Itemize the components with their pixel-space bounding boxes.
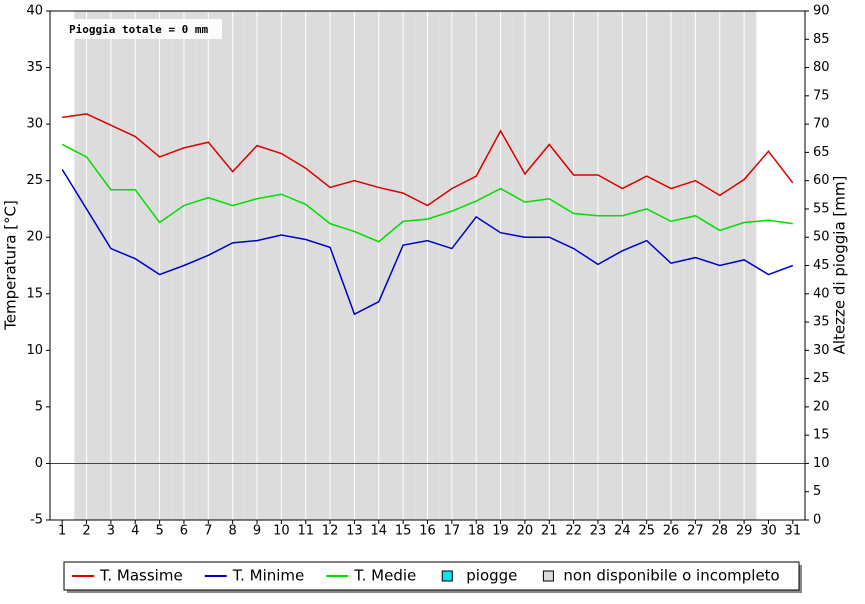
y2-tick-label: 75 [813,88,830,103]
y2-tick-label: 15 [813,428,830,443]
y2-tick-label: 30 [813,343,830,358]
y-tick-label: 0 [35,456,43,471]
x-tick-label: 9 [253,524,261,539]
y-axis-label: Temperatura [°C] [2,200,20,331]
plot-border [49,10,806,521]
x-tick-label: 19 [492,524,509,539]
x-tick-label: 11 [297,524,314,539]
y2-tick-label: 0 [813,513,821,528]
y2-axis-label: Altezze di pioggia [mm] [831,176,849,355]
x-tick-label: 2 [82,524,90,539]
legend-label: T. Massime [99,567,183,585]
x-tick-label: 29 [736,524,753,539]
y2-tick-label: 50 [813,230,830,245]
y2-tick-label: 45 [813,258,830,273]
y-tick-label: -5 [30,513,43,528]
legend-box [63,561,800,591]
x-tick-label: 21 [541,524,558,539]
x-tick-label: 13 [346,524,363,539]
x-tick-label: 22 [565,524,582,539]
legend-label: T. Medie [353,567,416,585]
x-tick-label: 28 [711,524,728,539]
x-tick-label: 23 [590,524,607,539]
x-tick-label: 14 [371,524,388,539]
legend-swatch [542,570,554,582]
y2-tick-label: 70 [813,117,830,132]
x-tick-label: 26 [663,524,680,539]
annotation-box [64,19,222,39]
x-tick-label: 3 [107,524,115,539]
x-tick-label: 7 [204,524,212,539]
series-line [61,168,794,316]
series-line [61,143,793,243]
y2-tick-label: 20 [813,399,830,414]
annotation: Pioggia totale = 0 mm [69,23,208,36]
y2-tick-label: 40 [813,286,830,301]
y-tick-label: 40 [26,4,43,19]
x-tick-label: 30 [760,524,777,539]
y-tick-label: 5 [35,399,43,414]
x-tick-label: 31 [785,524,802,539]
x-tick-label: 6 [180,524,188,539]
x-tick-label: 27 [687,524,704,539]
series-line [62,113,794,207]
y-tick-label: 15 [26,286,43,301]
x-tick-label: 15 [395,524,412,539]
x-tick-label: 10 [273,524,290,539]
x-tick-label: 4 [131,524,139,539]
x-tick-label: 24 [614,524,631,539]
legend-label: non disponibile o incompleto [563,567,779,585]
y2-tick-label: 80 [813,60,830,75]
legend-swatch [441,570,453,582]
y-tick-label: 25 [26,173,43,188]
y2-tick-label: 10 [813,456,830,471]
x-tick-label: 12 [322,524,339,539]
y2-tick-label: 5 [813,484,821,499]
x-tick-label: 5 [155,524,163,539]
x-tick-label: 20 [517,524,534,539]
y-tick-label: 10 [26,343,43,358]
y-tick-label: 35 [26,60,43,75]
y2-tick-label: 60 [813,173,830,188]
y-tick-label: 30 [26,117,43,132]
x-tick-label: 25 [638,524,655,539]
x-tick-label: 18 [468,524,485,539]
y-tick-label: 20 [26,230,43,245]
y2-tick-label: 90 [813,4,830,19]
x-tick-label: 17 [444,524,461,539]
y2-tick-label: 85 [813,32,830,47]
y2-tick-label: 55 [813,201,830,216]
legend-label: T. Minime [232,567,305,585]
y2-tick-label: 65 [813,145,830,160]
legend-label: piogge [466,567,517,585]
x-tick-label: 16 [419,524,436,539]
x-tick-label: 8 [229,524,237,539]
y2-tick-label: 25 [813,371,830,386]
x-tick-label: 1 [58,524,66,539]
y2-tick-label: 35 [813,315,830,330]
